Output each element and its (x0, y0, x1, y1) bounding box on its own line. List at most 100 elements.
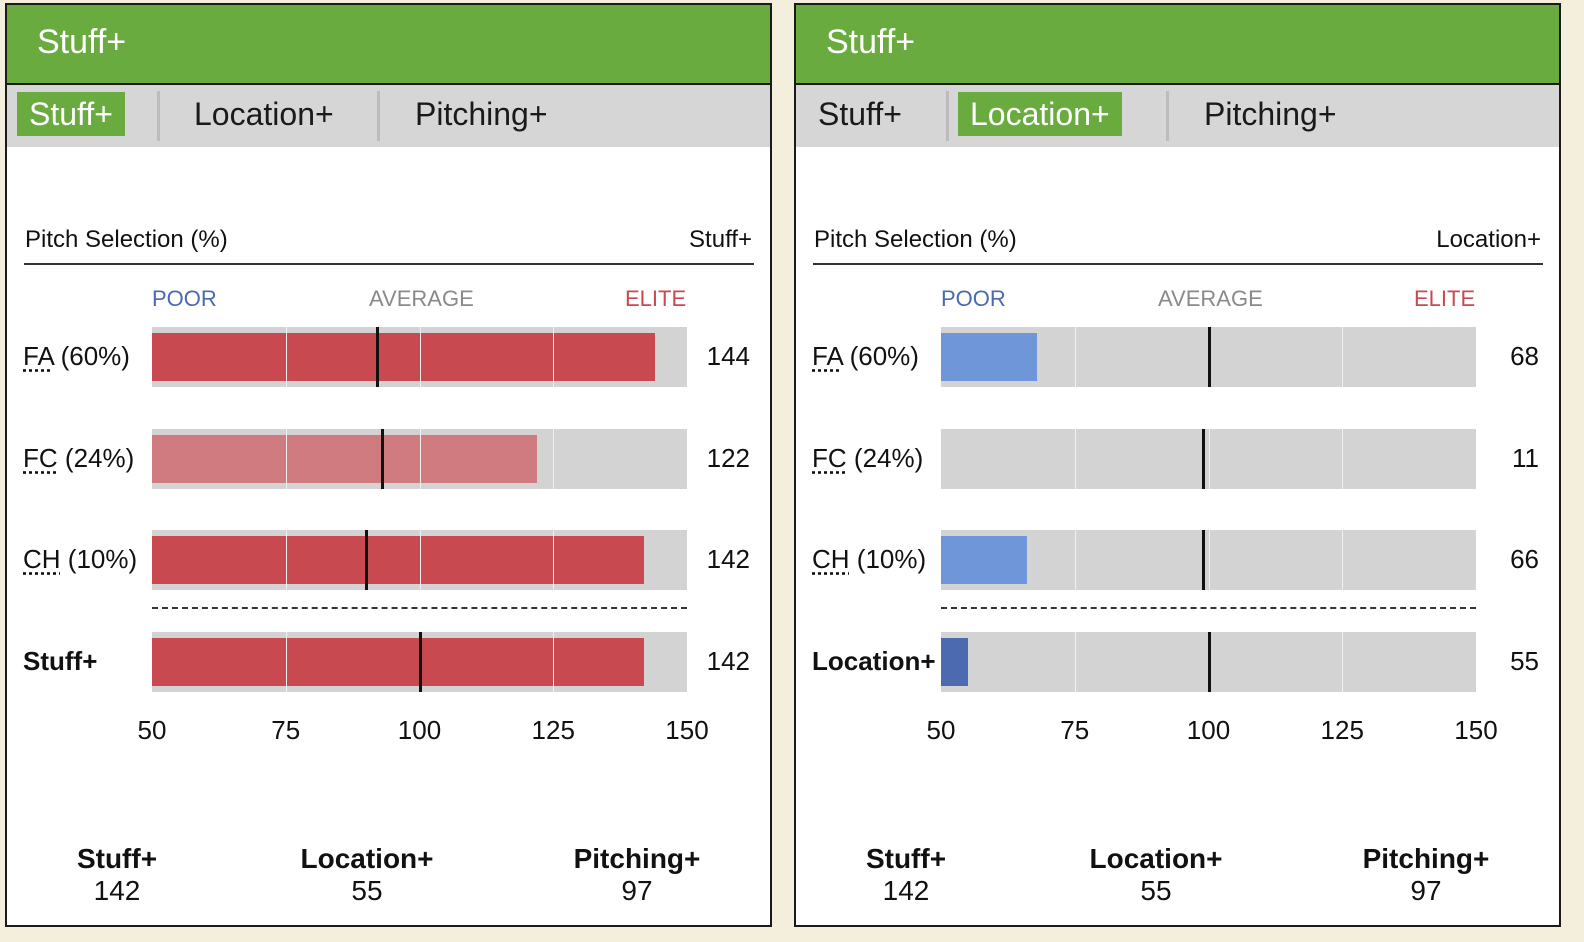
bar-fill (152, 333, 655, 381)
tab-location-plus[interactable]: Location+ (194, 96, 334, 132)
bar-track (941, 327, 1476, 387)
tab-separator (377, 91, 380, 141)
scale-label-elite: ELITE (1414, 286, 1476, 311)
pitch-type-abbr[interactable]: CH (812, 544, 850, 574)
column-header-metric: Location+ (1436, 226, 1541, 253)
x-axis-tick: 75 (271, 715, 301, 745)
scale-label-average: AVERAGE (1158, 286, 1263, 311)
pitch-usage-pct: (24%) (853, 443, 924, 473)
row-value: 68 (1510, 341, 1539, 371)
gridline (553, 632, 555, 692)
panel-title: Stuff+ (826, 23, 916, 61)
row-value: 122 (706, 443, 750, 473)
x-axis-tick: 100 (1186, 715, 1231, 745)
gridline (553, 530, 555, 590)
summary-value: 142 (93, 875, 141, 906)
tab-pitching-plus[interactable]: Pitching+ (415, 96, 548, 132)
bar-fill (941, 536, 1027, 584)
average-marker (1202, 530, 1206, 590)
total-row-label: Location+ (812, 646, 936, 676)
column-header-pitch-selection: Pitch Selection (%) (25, 226, 228, 253)
summary-value: 97 (621, 875, 653, 906)
pitch-usage-pct: (10%) (856, 544, 927, 574)
gridline (285, 429, 287, 489)
gridline (1074, 632, 1076, 692)
row-value: 142 (706, 646, 750, 676)
location-plus-panel: Stuff+ Stuff+ Location+ Pitching+ Pitch Sele… (794, 3, 1561, 927)
gridline (1074, 530, 1076, 590)
row-value: 55 (1510, 646, 1539, 676)
row-value: 11 (1512, 443, 1539, 473)
pitch-usage-pct: (24%) (64, 443, 135, 473)
header-divider (813, 263, 1543, 265)
summary-label: Stuff+ (865, 843, 947, 874)
bar-fill (152, 638, 645, 686)
x-axis-tick: 125 (1320, 715, 1364, 745)
summary-location-plus: Location+ 55 (277, 843, 457, 907)
scale-label-elite: ELITE (625, 286, 687, 311)
column-header-pitch-selection: Pitch Selection (%) (814, 226, 1017, 253)
pitch-type-abbr[interactable]: FA (23, 341, 54, 371)
tab-separator (157, 91, 160, 141)
pitch-row-label: FA (60%) (812, 341, 919, 372)
tab-stuff-plus[interactable]: Stuff+ (818, 96, 902, 132)
row-value: 66 (1510, 544, 1539, 574)
column-header-metric: Stuff+ (689, 226, 752, 253)
gridline (285, 327, 287, 387)
pitch-type-abbr[interactable]: FA (812, 341, 843, 371)
pitch-type-abbr[interactable]: CH (23, 544, 61, 574)
tab-stuff-plus[interactable]: Stuff+ (17, 92, 125, 136)
summary-stuff-plus: Stuff+ 142 (27, 843, 207, 907)
average-marker (381, 429, 385, 489)
summary-label: Pitching+ (573, 843, 701, 874)
summary-stuff-plus: Stuff+ 142 (816, 843, 996, 907)
total-row-label: Stuff+ (23, 646, 98, 676)
summary-value: 142 (882, 875, 930, 906)
tab-separator (1166, 91, 1169, 141)
stuff-plus-panel: Stuff+ Stuff+ Location+ Pitching+ Pitch Sele… (5, 3, 772, 927)
gridline (553, 429, 555, 489)
pitch-row-label: CH (10%) (23, 544, 137, 575)
summary-location-plus: Location+ 55 (1066, 843, 1246, 907)
tab-pitching-plus[interactable]: Pitching+ (1204, 96, 1337, 132)
panel-header: Stuff+ (796, 5, 1559, 85)
bar-track (941, 632, 1476, 692)
bar-fill (941, 333, 1038, 381)
gridline (1208, 530, 1210, 590)
bar-track (941, 530, 1476, 590)
gridline (1074, 327, 1076, 387)
bar-track (152, 429, 687, 489)
average-marker (1207, 632, 1211, 692)
pitch-row-label: FC (24%) (812, 443, 923, 474)
x-axis-tick: 125 (531, 715, 575, 745)
scale-label-poor: POOR (941, 286, 1006, 311)
x-axis-tick: 75 (1060, 715, 1090, 745)
row-value: 144 (706, 341, 750, 371)
average-marker (1207, 327, 1211, 387)
average-marker (418, 632, 422, 692)
tab-bar: Stuff+ Location+ Pitching+ (796, 85, 1559, 147)
bar-track (152, 327, 687, 387)
summary-value: 55 (1140, 875, 1172, 906)
average-marker (1202, 429, 1206, 489)
panel-header: Stuff+ (7, 5, 770, 85)
scale-label-average: AVERAGE (369, 286, 474, 311)
x-axis-tick: 150 (1454, 715, 1498, 745)
average-marker (375, 327, 379, 387)
pitch-type-abbr[interactable]: FC (812, 443, 847, 473)
scale-label-poor: POOR (152, 286, 217, 311)
tab-location-plus[interactable]: Location+ (958, 92, 1122, 136)
gridline (1074, 429, 1076, 489)
tab-separator (946, 91, 949, 141)
pitch-usage-pct: (60%) (60, 341, 130, 371)
bar-fill (152, 536, 645, 584)
pitch-row-label: CH (10%) (812, 544, 926, 575)
gridline (553, 327, 555, 387)
x-axis-tick: 50 (137, 715, 167, 745)
summary-label: Stuff+ (76, 843, 158, 874)
summary-label: Location+ (300, 843, 434, 874)
bar-track (152, 632, 687, 692)
pitch-type-abbr[interactable]: FC (23, 443, 58, 473)
bar-fill (152, 435, 538, 483)
row-value: 142 (706, 544, 750, 574)
